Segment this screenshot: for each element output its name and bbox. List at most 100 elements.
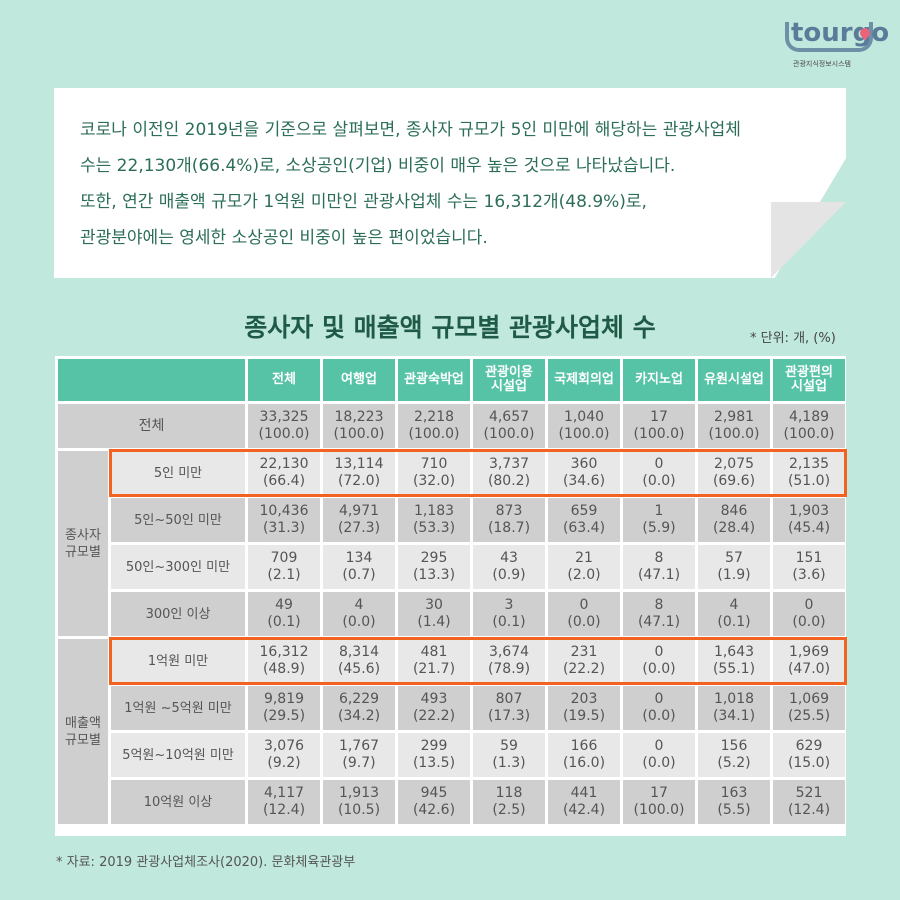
data-cell: 17 (100.0) [623,780,695,824]
cell-percent: (34.1) [712,708,756,724]
row-group-label: 종사자 규모별 [58,451,108,636]
cell-count: 521 [795,785,823,801]
cell-percent: (48.9) [262,661,306,677]
source-note: * 자료: 2019 관광사업체조사(2020). 문화체육관광부 [56,855,356,870]
tourgo-logo: tourgo 관광지식정보시스템 [785,18,889,72]
page-curl-fold [771,202,846,278]
cell-percent: (2.1) [267,567,301,583]
cell-count: 629 [795,738,823,754]
data-cell: 3,674 (78.9) [473,639,545,683]
cell-percent: (22.2) [412,708,456,724]
cell-percent: (69.6) [712,473,756,489]
row-label: 50인~300인 미만 [111,545,245,589]
data-cell: 33,325 (100.0) [248,404,320,448]
cell-percent: (100.0) [558,426,610,442]
cell-count: 6,229 [338,691,380,707]
table-row: 10억원 이상 4,117 (12.4) 1,913 (10.5) 945 (42.6) 11… [58,780,845,824]
cell-count: 4,189 [788,409,830,425]
data-cell: 4,971 (27.3) [323,498,395,542]
data-cell: 360 (34.6) [548,451,620,495]
cell-count: 1,913 [338,785,380,801]
cell-count: 299 [420,738,448,754]
cell-count: 134 [345,550,373,566]
table-header-row: 전체 여행업 관광숙박업 관광이용 시설업 국제회의업 카지노업 유원시설업 관광… [58,359,845,401]
data-cell: 156 (5.2) [698,733,770,777]
cell-count: 2,981 [713,409,755,425]
summary-line: 관광분야에는 영세한 소상공인 비중이 높은 편이었습니다. [80,228,488,248]
data-cell: 3,737 (80.2) [473,451,545,495]
cell-count: 1,018 [713,691,755,707]
cell-count: 360 [570,456,598,472]
cell-count: 22,130 [259,456,309,472]
data-cell: 0 (0.0) [623,639,695,683]
data-cell: 118 (2.5) [473,780,545,824]
cell-percent: (53.3) [412,520,456,536]
data-cell: 1,183 (53.3) [398,498,470,542]
data-cell: 3,076 (9.2) [248,733,320,777]
cell-percent: (100.0) [258,426,310,442]
data-cell: 4,657 (100.0) [473,404,545,448]
cell-count: 3,737 [488,456,530,472]
cell-percent: (15.0) [787,755,831,771]
data-cell: 0 (0.0) [623,451,695,495]
group-label-part: 규모별 [65,732,101,748]
cell-count: 0 [804,597,814,613]
cell-count: 163 [720,785,748,801]
cell-count: 30 [425,597,443,613]
cell-count: 2,135 [788,456,830,472]
cell-percent: (72.0) [337,473,381,489]
data-cell: 2,075 (69.6) [698,451,770,495]
data-cell: 151 (3.6) [773,545,845,589]
cell-percent: (78.9) [487,661,531,677]
cell-percent: (0.0) [642,755,676,771]
cell-count: 1,969 [788,644,830,660]
column-header: 유원시설업 [698,359,770,401]
row-label: 전체 [58,404,245,448]
data-cell: 807 (17.3) [473,686,545,730]
cell-count: 0 [654,738,664,754]
cell-count: 481 [420,644,448,660]
data-cell: 22,130 (66.4) [248,451,320,495]
data-cell: 0 (0.0) [773,592,845,636]
cell-count: 441 [570,785,598,801]
data-cell: 49 (0.1) [248,592,320,636]
cell-count: 10,436 [259,503,309,519]
logo-wordmark: tourgo [791,18,890,48]
cell-percent: (0.0) [642,708,676,724]
header-corner [58,359,245,401]
cell-percent: (100.0) [708,426,760,442]
cell-percent: (100.0) [483,426,535,442]
cell-percent: (45.6) [337,661,381,677]
table-row: 5억원~10억원 미만 3,076 (9.2) 1,767 (9.7) 299 (13.5)… [58,733,845,777]
cell-percent: (22.2) [562,661,606,677]
table-row: 1억원 ~5억원 미만 9,819 (29.5) 6,229 (34.2) 493 (22.… [58,686,845,730]
cell-count: 18,223 [334,409,384,425]
cell-count: 118 [495,785,523,801]
data-cell: 2,218 (100.0) [398,404,470,448]
data-cell: 203 (19.5) [548,686,620,730]
data-cell: 1,913 (10.5) [323,780,395,824]
data-cell: 1 (5.9) [623,498,695,542]
cell-percent: (25.5) [787,708,831,724]
summary-line: 코로나 이전인 2019년을 기준으로 살펴보면, 종사자 규모가 5인 미만에… [80,120,741,140]
data-cell: 4 (0.1) [698,592,770,636]
cell-count: 4,971 [338,503,380,519]
data-cell: 3 (0.1) [473,592,545,636]
data-cell: 1,903 (45.4) [773,498,845,542]
cell-percent: (47.1) [637,614,681,630]
cell-percent: (0.7) [342,567,376,583]
cell-count: 8 [654,597,664,613]
cell-percent: (66.4) [262,473,306,489]
cell-percent: (42.4) [562,802,606,818]
cell-percent: (0.9) [492,567,526,583]
column-header: 관광숙박업 [398,359,470,401]
cell-count: 17 [650,409,668,425]
data-cell: 10,436 (31.3) [248,498,320,542]
data-cell: 299 (13.5) [398,733,470,777]
cell-count: 1,040 [563,409,605,425]
cell-percent: (5.2) [717,755,751,771]
cell-percent: (31.3) [262,520,306,536]
cell-percent: (12.4) [787,802,831,818]
cell-percent: (2.5) [492,802,526,818]
cell-count: 659 [570,503,598,519]
